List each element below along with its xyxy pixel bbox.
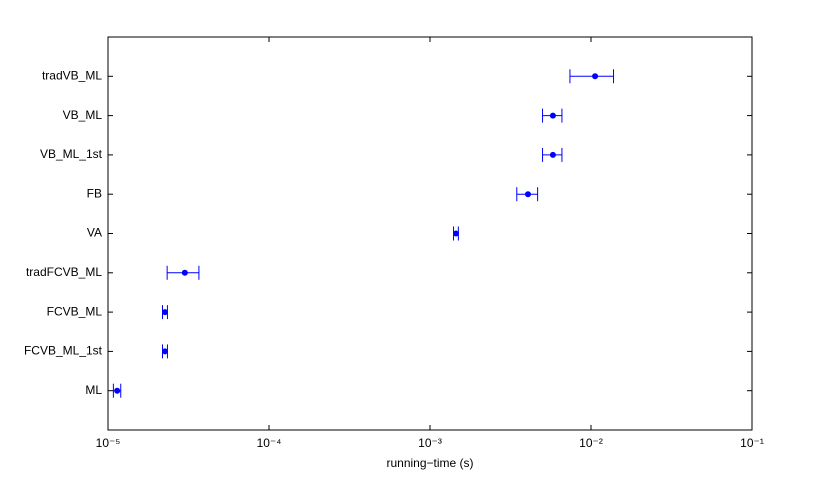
x-tick-label: 10⁻³ — [418, 436, 442, 450]
x-tick-label: 10⁻⁴ — [257, 436, 282, 450]
point — [524, 191, 531, 198]
point — [549, 112, 556, 119]
x-tick-label: 10⁻⁵ — [96, 436, 121, 450]
x-axis-label: running−time (s) — [386, 456, 473, 470]
point — [162, 348, 169, 355]
point — [162, 309, 169, 316]
y-tick-label: tradVB_ML — [42, 68, 102, 82]
point — [452, 230, 459, 237]
x-tick-label: 10⁻² — [579, 436, 603, 450]
point — [549, 151, 556, 158]
y-tick-label: ML — [85, 383, 102, 397]
y-tick-label: tradFCVB_ML — [26, 265, 102, 279]
x-tick-label: 10⁻¹ — [740, 436, 764, 450]
y-tick-label: VB_ML_1st — [40, 147, 103, 161]
y-tick-label: VA — [87, 226, 102, 240]
point — [114, 387, 121, 394]
y-tick-label: FCVB_ML — [47, 304, 103, 318]
point — [181, 269, 188, 276]
plot-frame — [107, 36, 753, 431]
y-tick-label: VB_ML — [63, 108, 103, 122]
y-tick-label: FCVB_ML_1st — [24, 344, 103, 358]
point — [592, 73, 599, 80]
y-tick-label: FB — [87, 186, 102, 200]
